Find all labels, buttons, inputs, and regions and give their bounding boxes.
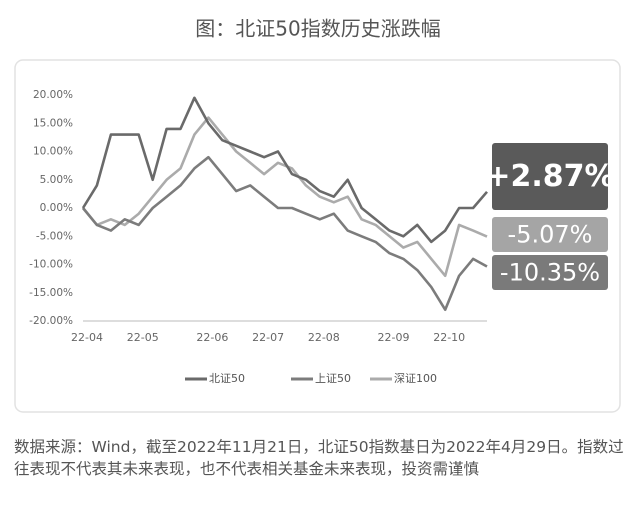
x-tick-label: 22-08 [308,331,340,344]
x-tick-label: 22-06 [196,331,228,344]
y-tick-label: 15.00% [33,117,73,129]
y-tick-label: -10.00% [29,259,73,271]
end-label: -10.35% [500,259,600,287]
x-tick-label: 22-04 [71,331,103,344]
x-tick-label: 22-10 [433,331,465,344]
end-badge [492,143,608,210]
series-line [81,155,488,311]
y-tick-label: -15.00% [29,287,73,299]
y-tick-label: 20.00% [33,89,73,101]
chart: 图：北证50指数历史涨跌幅 20.00% 15.00% 10.00% 5.00% 0.0… [14,17,621,413]
chart-title: 图：北证50指数历史涨跌幅 [195,17,440,41]
chart-card [14,59,621,413]
y-tick-label: -5.00% [36,230,73,242]
end-label: -5.07% [508,221,593,249]
end-badge [492,255,608,290]
legend-label: 北证50 [209,372,245,385]
series-line [81,96,488,244]
x-tick-label: 22-05 [127,331,159,344]
x-tick-label: 22-09 [377,331,409,344]
footnote: 数据来源：Wind，截至2022年11月21日，北证50指数基日为2022年4月… [14,438,624,478]
legend-label: 上证50 [315,372,351,385]
end-badge [492,217,608,252]
series-line [81,116,488,278]
y-tick-label: 10.00% [33,146,73,158]
y-tick-label: 5.00% [40,174,73,186]
x-tick-label: 22-07 [252,331,284,344]
legend-label: 深证100 [394,372,437,385]
y-tick-label: 0.00% [40,202,73,214]
y-tick-label: -20.00% [29,315,73,327]
end-label: +2.87% [485,159,614,194]
